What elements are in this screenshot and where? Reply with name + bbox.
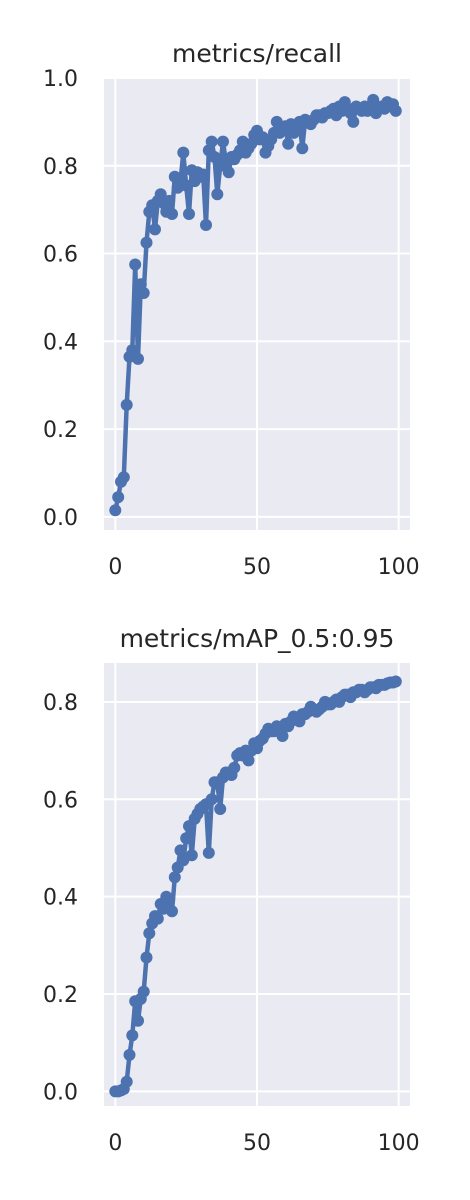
data-point <box>296 142 309 155</box>
data-point <box>112 491 125 504</box>
data-point <box>197 168 210 181</box>
data-point <box>120 398 133 411</box>
data-point <box>389 104 402 117</box>
data-point <box>163 194 176 207</box>
data-point <box>132 352 144 365</box>
x-tick-label: 50 <box>243 555 271 580</box>
data-point <box>222 166 235 179</box>
x-tick-label: 100 <box>378 1131 420 1156</box>
data-point <box>166 905 178 918</box>
data-point <box>200 219 212 231</box>
data-point <box>282 137 295 150</box>
data-point <box>109 504 122 517</box>
data-point <box>185 849 198 862</box>
x-tick-label: 0 <box>108 1131 122 1156</box>
subplot-1: metrics/recall 0.0 0.2 0.4 0.6 0.8 1.0 0 50 100 <box>43 39 420 580</box>
chart-title: metrics/mAP_0.5:0.95 <box>120 624 395 653</box>
data-point <box>202 846 215 859</box>
y-tick-label: 0.6 <box>43 243 78 268</box>
data-point <box>117 471 130 484</box>
data-point <box>183 208 195 220</box>
data-point <box>126 344 139 357</box>
data-point <box>126 1029 139 1042</box>
data-point <box>151 912 164 925</box>
data-point <box>347 115 360 128</box>
data-point <box>177 146 190 159</box>
data-point <box>163 893 176 906</box>
data-point <box>140 951 153 964</box>
data-point <box>205 135 218 148</box>
data-point <box>276 730 289 742</box>
y-tick-label: 0.8 <box>43 155 78 180</box>
chart-title: metrics/recall <box>172 39 342 68</box>
data-point <box>168 871 181 884</box>
data-point <box>140 236 153 249</box>
data-point <box>208 151 221 163</box>
data-point <box>129 258 142 271</box>
data-point <box>137 985 150 998</box>
x-tick-label: 50 <box>243 1131 271 1156</box>
data-point <box>174 844 187 857</box>
data-point <box>217 135 229 148</box>
data-point <box>132 1014 144 1027</box>
y-tick-label: 1.0 <box>43 67 78 92</box>
x-tick-label: 100 <box>378 555 420 580</box>
data-point <box>149 223 161 236</box>
data-point <box>211 188 224 201</box>
data-point <box>137 287 150 299</box>
data-point <box>367 93 380 106</box>
data-point <box>123 1048 136 1061</box>
data-point <box>166 208 178 220</box>
y-tick-label: 0.4 <box>43 330 78 355</box>
y-tick-label: 0.8 <box>43 691 78 716</box>
data-point <box>180 832 193 845</box>
data-point <box>205 793 218 806</box>
data-point <box>242 754 255 767</box>
y-tick-label: 0.2 <box>43 418 78 443</box>
y-tick-label: 0.2 <box>43 983 78 1008</box>
y-tick-label: 0.0 <box>43 506 78 531</box>
x-tick-label: 0 <box>108 555 122 580</box>
y-tick-label: 0.0 <box>43 1080 78 1105</box>
data-point <box>389 675 402 688</box>
data-point <box>228 761 241 774</box>
y-tick-label: 0.4 <box>43 886 78 911</box>
data-point <box>214 803 227 815</box>
y-tick-label: 0.6 <box>43 788 78 813</box>
data-point <box>120 1075 133 1088</box>
data-point <box>143 927 156 940</box>
subplot-2: metrics/mAP_0.5:0.95 0.0 0.2 0.4 0.6 0.8 0 50 10… <box>43 624 420 1156</box>
